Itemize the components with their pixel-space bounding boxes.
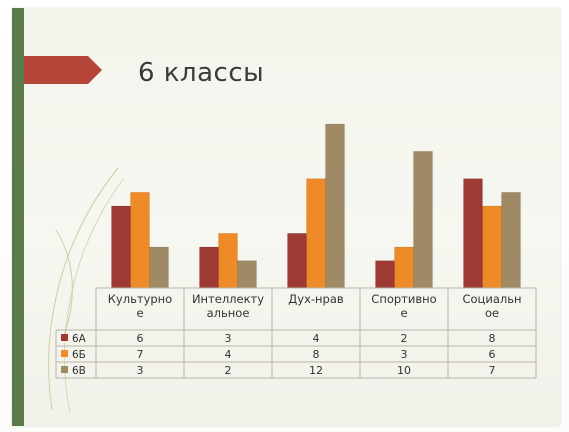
- data-value: 6: [489, 348, 496, 361]
- data-value: 8: [313, 348, 320, 361]
- data-value: 3: [225, 332, 232, 345]
- bar: [394, 246, 414, 289]
- category-label: Дух-нрав: [288, 292, 344, 306]
- category-label: е: [400, 306, 407, 320]
- bar: [287, 233, 307, 289]
- category-label: Интеллекту: [192, 292, 264, 306]
- bar: [463, 178, 483, 289]
- series-name: 6Б: [72, 349, 86, 361]
- bar: [501, 192, 521, 289]
- bar: [413, 151, 433, 289]
- series-name: 6В: [72, 365, 86, 377]
- category-label: Культурно: [108, 292, 172, 306]
- bar: [199, 246, 219, 289]
- bar: [111, 205, 131, 289]
- legend-swatch: [61, 334, 68, 341]
- data-value: 2: [401, 332, 408, 345]
- category-label: е: [136, 306, 143, 320]
- category-label: Социальн: [462, 292, 521, 306]
- bar: [306, 178, 326, 289]
- bar: [218, 233, 238, 289]
- data-value: 10: [397, 364, 411, 377]
- data-value: 7: [137, 348, 144, 361]
- data-value: 3: [401, 348, 408, 361]
- bar: [325, 123, 345, 289]
- bar: [375, 260, 395, 289]
- bar: [482, 205, 502, 289]
- category-label: Спортивно: [371, 292, 436, 306]
- bar: [149, 246, 169, 289]
- category-label: ое: [485, 306, 499, 320]
- data-value: 6: [137, 332, 144, 345]
- data-value: 4: [225, 348, 232, 361]
- series-name: 6А: [72, 333, 87, 345]
- data-value: 2: [225, 364, 232, 377]
- data-value: 12: [309, 364, 323, 377]
- bar: [130, 192, 150, 289]
- bar-group: [111, 123, 521, 289]
- slide-title: 6 классы: [138, 58, 265, 88]
- category-label: альное: [207, 306, 250, 320]
- bar: [237, 260, 257, 289]
- title-tab-arrow: [24, 56, 102, 84]
- legend-swatch: [61, 366, 68, 373]
- data-value: 3: [137, 364, 144, 377]
- legend-swatch: [61, 350, 68, 357]
- data-value: 4: [313, 332, 320, 345]
- data-value: 8: [489, 332, 496, 345]
- data-value: 7: [489, 364, 496, 377]
- accent-bar: [12, 8, 24, 426]
